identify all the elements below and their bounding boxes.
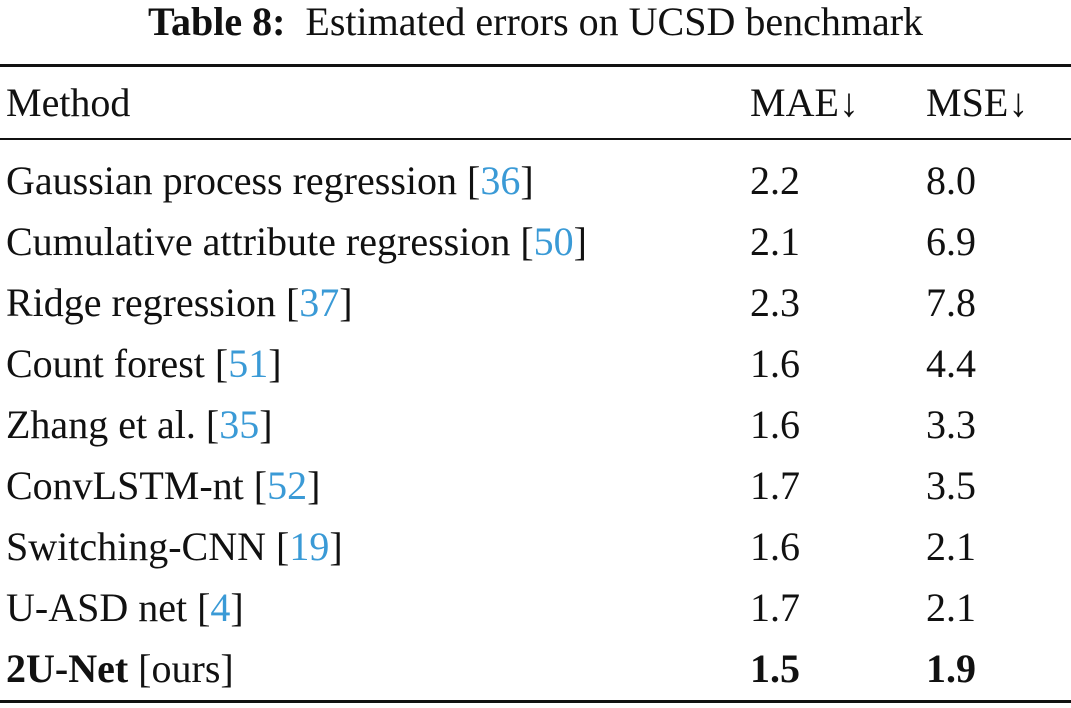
table-row: Cumulative attribute regression [50] 2.1… [0,211,1071,273]
mae-cell: 2.1 [750,219,800,264]
table-row-ours: 2U-Net [ours] 1.5 1.9 [0,638,1071,700]
citation-link[interactable]: 50 [533,219,574,264]
method-name: Count forest [6,341,205,386]
mse-cell-best: 1.9 [926,646,976,691]
mse-cell: 6.9 [926,219,976,264]
table-top-rule [0,64,1071,67]
column-header-mse: MSE↓ [926,80,1029,125]
mae-cell: 1.6 [750,341,800,386]
method-cell: Gaussian process regression [36] [6,158,534,203]
method-cell: Zhang et al. [35] [6,402,273,447]
ours-tag: ours [151,646,221,691]
citation-link[interactable]: 4 [210,585,231,630]
mae-cell: 1.7 [750,463,800,508]
table-row: Ridge regression [37] 2.3 7.8 [0,272,1071,334]
mse-cell: 2.1 [926,524,976,569]
table-row: Switching-CNN [19] 1.6 2.1 [0,516,1071,578]
table-row: ConvLSTM-nt [52] 1.7 3.5 [0,455,1071,517]
table-header-rule [0,138,1071,140]
method-cell: U-ASD net [4] [6,585,244,630]
table-header-row: Method MAE↓ MSE↓ [0,72,1071,134]
table-row: U-ASD net [4] 1.7 2.1 [0,577,1071,639]
method-name: U-ASD net [6,585,188,630]
method-name: Cumulative attribute regression [6,219,511,264]
citation-link[interactable]: 52 [267,463,308,508]
method-cell: Ridge regression [37] [6,280,353,325]
mae-cell: 2.3 [750,280,800,325]
citation-link[interactable]: 19 [289,524,330,569]
table-row: Count forest [51] 1.6 4.4 [0,333,1071,395]
method-name: Gaussian process regression [6,158,457,203]
mse-cell: 4.4 [926,341,976,386]
table-row: Zhang et al. [35] 1.6 3.3 [0,394,1071,456]
mae-cell: 2.2 [750,158,800,203]
method-name: Zhang et al. [6,402,196,447]
mae-cell-best: 1.5 [750,646,800,691]
mse-cell: 3.5 [926,463,976,508]
mse-cell: 7.8 [926,280,976,325]
method-cell: Count forest [51] [6,341,282,386]
citation-link[interactable]: 36 [480,158,521,203]
mae-cell: 1.7 [750,585,800,630]
method-cell: Switching-CNN [19] [6,524,343,569]
table-bottom-rule [0,700,1071,703]
method-name: Ridge regression [6,280,276,325]
method-name: Switching-CNN [6,524,266,569]
mse-cell: 2.1 [926,585,976,630]
mae-cell: 1.6 [750,402,800,447]
method-cell: Cumulative attribute regression [50] [6,219,587,264]
method-cell: 2U-Net [ours] [6,646,234,691]
method-name: ConvLSTM-nt [6,463,244,508]
citation-link[interactable]: 35 [219,402,260,447]
mse-cell: 8.0 [926,158,976,203]
table-row: Gaussian process regression [36] 2.2 8.0 [0,150,1071,212]
mae-cell: 1.6 [750,524,800,569]
column-header-method: Method [6,80,131,125]
column-header-mae: MAE↓ [750,80,859,125]
table-caption-text: Estimated errors on UCSD benchmark [305,0,924,44]
citation-link[interactable]: 37 [299,280,340,325]
method-cell: ConvLSTM-nt [52] [6,463,321,508]
method-name-ours: 2U-Net [6,646,129,691]
table-caption-label: Table 8: [147,0,286,44]
mse-cell: 3.3 [926,402,976,447]
table-caption: Table 8: Estimated errors on UCSD benchm… [0,0,1071,56]
citation-link[interactable]: 51 [228,341,269,386]
